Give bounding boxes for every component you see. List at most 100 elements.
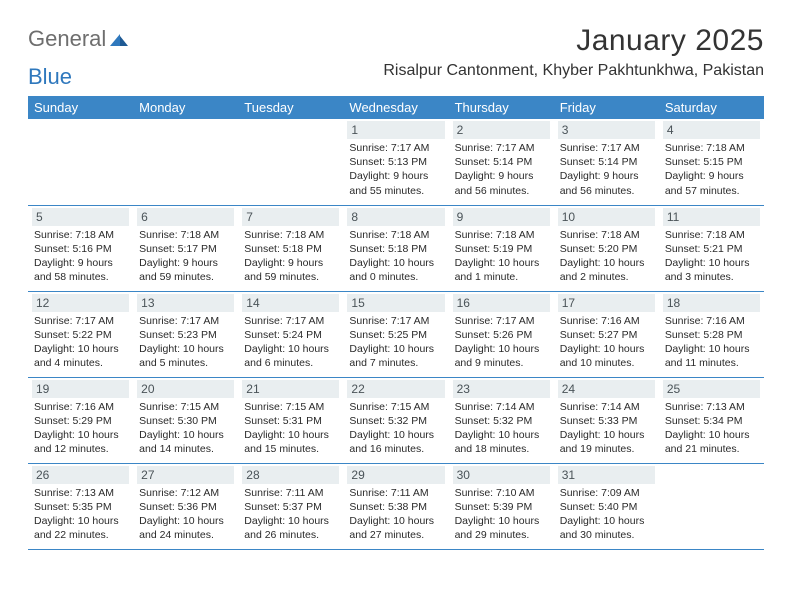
day-number: 8 (347, 208, 444, 226)
sunrise-text: Sunrise: 7:18 AM (244, 228, 337, 242)
sunrise-text: Sunrise: 7:17 AM (139, 314, 232, 328)
day-details: Sunrise: 7:17 AMSunset: 5:14 PMDaylight:… (453, 141, 550, 198)
calendar-week-row: ......1Sunrise: 7:17 AMSunset: 5:13 PMDa… (28, 119, 764, 205)
day-details: Sunrise: 7:11 AMSunset: 5:37 PMDaylight:… (242, 486, 339, 543)
weekday-header: Friday (554, 96, 659, 119)
day-details: Sunrise: 7:10 AMSunset: 5:39 PMDaylight:… (453, 486, 550, 543)
calendar-day-cell: 8 Sunrise: 7:18 AMSunset: 5:18 PMDaylight… (343, 205, 448, 291)
sunrise-text: Sunrise: 7:18 AM (455, 228, 548, 242)
daylight-text: Daylight: 10 hours and 2 minutes. (560, 256, 653, 284)
calendar-page: General January 2025 Risalpur Cantonment… (0, 0, 792, 570)
day-details: Sunrise: 7:09 AMSunset: 5:40 PMDaylight:… (558, 486, 655, 543)
day-details: Sunrise: 7:18 AMSunset: 5:21 PMDaylight:… (663, 228, 760, 285)
sunrise-text: Sunrise: 7:16 AM (34, 400, 127, 414)
sunrise-text: Sunrise: 7:17 AM (455, 141, 548, 155)
daylight-text: Daylight: 10 hours and 27 minutes. (349, 514, 442, 542)
calendar-day-cell: 6Sunrise: 7:18 AMSunset: 5:17 PMDaylight… (133, 205, 238, 291)
sunrise-text: Sunrise: 7:18 AM (560, 228, 653, 242)
calendar-day-cell: 16Sunrise: 7:17 AMSunset: 5:26 PMDayligh… (449, 291, 554, 377)
day-number: 5 (32, 208, 129, 226)
day-number: 15 (347, 294, 444, 312)
day-details: Sunrise: 7:18 AMSunset: 5:19 PMDaylight:… (453, 228, 550, 285)
calendar-body: ......1Sunrise: 7:17 AMSunset: 5:13 PMDa… (28, 119, 764, 549)
sunrise-text: Sunrise: 7:17 AM (34, 314, 127, 328)
sunset-text: Sunset: 5:18 PM (244, 242, 337, 256)
month-title: January 2025 (383, 24, 764, 58)
sunrise-text: Sunrise: 7:13 AM (34, 486, 127, 500)
day-details: Sunrise: 7:18 AMSunset: 5:17 PMDaylight:… (137, 228, 234, 285)
day-number: 29 (347, 466, 444, 484)
sunset-text: Sunset: 5:21 PM (665, 242, 758, 256)
calendar-table: SundayMondayTuesdayWednesdayThursdayFrid… (28, 96, 764, 550)
calendar-head: SundayMondayTuesdayWednesdayThursdayFrid… (28, 96, 764, 119)
calendar-day-cell: 26Sunrise: 7:13 AMSunset: 5:35 PMDayligh… (28, 463, 133, 549)
sunrise-text: Sunrise: 7:17 AM (455, 314, 548, 328)
day-number: 28 (242, 466, 339, 484)
day-number: 22 (347, 380, 444, 398)
day-details: Sunrise: 7:17 AMSunset: 5:23 PMDaylight:… (137, 314, 234, 371)
calendar-day-cell: 1 Sunrise: 7:17 AMSunset: 5:13 PMDaylight… (343, 119, 448, 205)
sunrise-text: Sunrise: 7:17 AM (560, 141, 653, 155)
sunset-text: Sunset: 5:40 PM (560, 500, 653, 514)
sunset-text: Sunset: 5:26 PM (455, 328, 548, 342)
day-number: 12 (32, 294, 129, 312)
sunrise-text: Sunrise: 7:14 AM (560, 400, 653, 414)
day-details: Sunrise: 7:12 AMSunset: 5:36 PMDaylight:… (137, 486, 234, 543)
calendar-day-cell: 5Sunrise: 7:18 AMSunset: 5:16 PMDaylight… (28, 205, 133, 291)
day-number: 21 (242, 380, 339, 398)
sunrise-text: Sunrise: 7:15 AM (139, 400, 232, 414)
sunset-text: Sunset: 5:24 PM (244, 328, 337, 342)
day-details: Sunrise: 7:15 AMSunset: 5:32 PMDaylight:… (347, 400, 444, 457)
weekday-header: Tuesday (238, 96, 343, 119)
daylight-text: Daylight: 10 hours and 3 minutes. (665, 256, 758, 284)
daylight-text: Daylight: 10 hours and 14 minutes. (139, 428, 232, 456)
day-details: Sunrise: 7:13 AMSunset: 5:35 PMDaylight:… (32, 486, 129, 543)
daylight-text: Daylight: 10 hours and 6 minutes. (244, 342, 337, 370)
calendar-day-cell: 24Sunrise: 7:14 AMSunset: 5:33 PMDayligh… (554, 377, 659, 463)
sunset-text: Sunset: 5:28 PM (665, 328, 758, 342)
sunrise-text: Sunrise: 7:11 AM (349, 486, 442, 500)
daylight-text: Daylight: 10 hours and 19 minutes. (560, 428, 653, 456)
day-number: 30 (453, 466, 550, 484)
weekday-header: Sunday (28, 96, 133, 119)
calendar-day-cell: 4Sunrise: 7:18 AMSunset: 5:15 PMDaylight… (659, 119, 764, 205)
sunset-text: Sunset: 5:32 PM (349, 414, 442, 428)
sunset-text: Sunset: 5:23 PM (139, 328, 232, 342)
day-details: Sunrise: 7:13 AMSunset: 5:34 PMDaylight:… (663, 400, 760, 457)
sunrise-text: Sunrise: 7:17 AM (349, 141, 442, 155)
sunrise-text: Sunrise: 7:16 AM (665, 314, 758, 328)
day-number: 10 (558, 208, 655, 226)
calendar-day-cell: .. (133, 119, 238, 205)
calendar-day-cell: 11Sunrise: 7:18 AMSunset: 5:21 PMDayligh… (659, 205, 764, 291)
daylight-text: Daylight: 10 hours and 16 minutes. (349, 428, 442, 456)
sunrise-text: Sunrise: 7:16 AM (560, 314, 653, 328)
daylight-text: Daylight: 10 hours and 9 minutes. (455, 342, 548, 370)
brand-triangle-icon (108, 30, 130, 48)
calendar-day-cell: 10Sunrise: 7:18 AMSunset: 5:20 PMDayligh… (554, 205, 659, 291)
day-details: Sunrise: 7:11 AMSunset: 5:38 PMDaylight:… (347, 486, 444, 543)
daylight-text: Daylight: 9 hours and 55 minutes. (349, 169, 442, 197)
weekday-header: Wednesday (343, 96, 448, 119)
calendar-day-cell: 2Sunrise: 7:17 AMSunset: 5:14 PMDaylight… (449, 119, 554, 205)
day-number: 1 (347, 121, 444, 139)
sunrise-text: Sunrise: 7:10 AM (455, 486, 548, 500)
day-number: 7 (242, 208, 339, 226)
calendar-day-cell: 14Sunrise: 7:17 AMSunset: 5:24 PMDayligh… (238, 291, 343, 377)
daylight-text: Daylight: 10 hours and 5 minutes. (139, 342, 232, 370)
daylight-text: Daylight: 10 hours and 7 minutes. (349, 342, 442, 370)
calendar-day-cell: 27Sunrise: 7:12 AMSunset: 5:36 PMDayligh… (133, 463, 238, 549)
sunset-text: Sunset: 5:13 PM (349, 155, 442, 169)
calendar-day-cell: 21Sunrise: 7:15 AMSunset: 5:31 PMDayligh… (238, 377, 343, 463)
daylight-text: Daylight: 10 hours and 4 minutes. (34, 342, 127, 370)
sunrise-text: Sunrise: 7:14 AM (455, 400, 548, 414)
daylight-text: Daylight: 10 hours and 15 minutes. (244, 428, 337, 456)
sunset-text: Sunset: 5:39 PM (455, 500, 548, 514)
sunrise-text: Sunrise: 7:17 AM (349, 314, 442, 328)
daylight-text: Daylight: 10 hours and 22 minutes. (34, 514, 127, 542)
calendar-day-cell: 30 Sunrise: 7:10 AMSunset: 5:39 PMDayligh… (449, 463, 554, 549)
day-details: Sunrise: 7:16 AMSunset: 5:28 PMDaylight:… (663, 314, 760, 371)
daylight-text: Daylight: 9 hours and 57 minutes. (665, 169, 758, 197)
daylight-text: Daylight: 10 hours and 11 minutes. (665, 342, 758, 370)
daylight-text: Daylight: 9 hours and 59 minutes. (244, 256, 337, 284)
day-details: Sunrise: 7:18 AMSunset: 5:18 PMDaylight:… (347, 228, 444, 285)
